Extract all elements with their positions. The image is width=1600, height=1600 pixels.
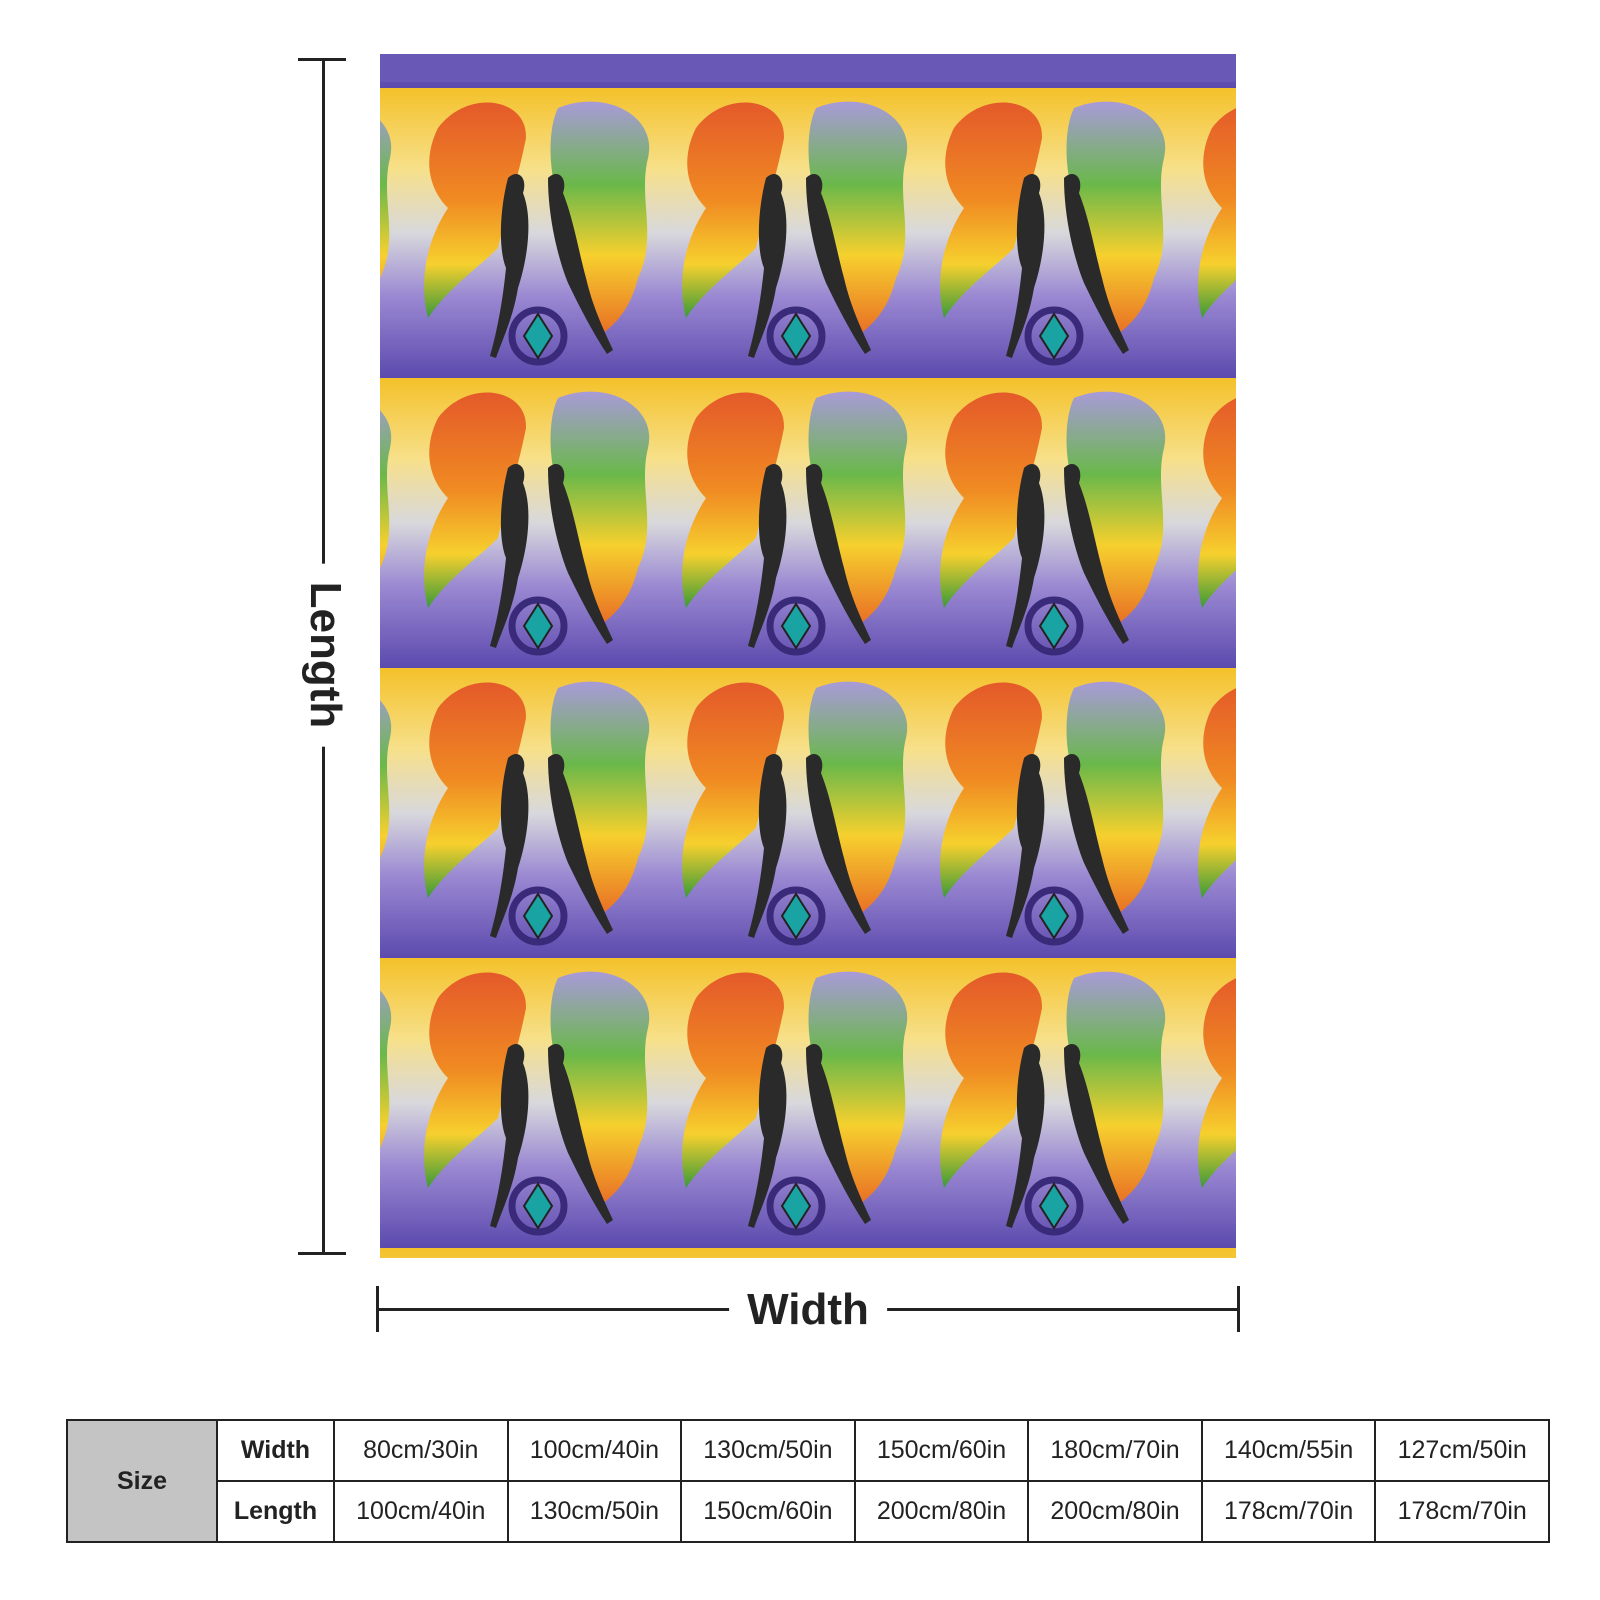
- width-value-1: 80cm/30in: [333, 1419, 509, 1482]
- width-value-5: 180cm/70in: [1027, 1419, 1203, 1482]
- length-value-7: 178cm/70in: [1374, 1480, 1550, 1543]
- width-value-4: 150cm/60in: [853, 1419, 1030, 1482]
- width-value-2: 100cm/40in: [506, 1419, 683, 1482]
- row-label-length: Length: [216, 1480, 335, 1543]
- length-value-3: 150cm/60in: [680, 1480, 856, 1543]
- size-row-width: Size Width 80cm/30in 100cm/40in 130cm/50…: [66, 1419, 1550, 1543]
- length-value-4: 200cm/80in: [853, 1480, 1030, 1543]
- width-value-3: 130cm/50in: [680, 1419, 856, 1482]
- width-value-6: 140cm/55in: [1200, 1419, 1377, 1482]
- length-dimension-bottom-tick: [298, 1252, 346, 1255]
- size-table: Size Width 80cm/30in 100cm/40in 130cm/50…: [66, 1419, 1550, 1543]
- length-value-2: 130cm/50in: [506, 1480, 683, 1543]
- blanket-image: [380, 54, 1236, 1258]
- width-label: Width: [729, 1286, 887, 1334]
- width-dimension-right-tick: [1237, 1286, 1240, 1332]
- row-label-width: Width: [216, 1419, 335, 1482]
- blanket-pattern: [380, 54, 1236, 1258]
- width-value-7: 127cm/50in: [1374, 1419, 1550, 1482]
- length-value-5: 200cm/80in: [1027, 1480, 1203, 1543]
- length-value-6: 178cm/70in: [1200, 1480, 1377, 1543]
- length-value-1: 100cm/40in: [333, 1480, 509, 1543]
- size-row-length: Length 100cm/40in 130cm/50in 150cm/60in …: [67, 1480, 1550, 1543]
- size-header: Size: [66, 1419, 218, 1543]
- length-label: Length: [301, 563, 350, 747]
